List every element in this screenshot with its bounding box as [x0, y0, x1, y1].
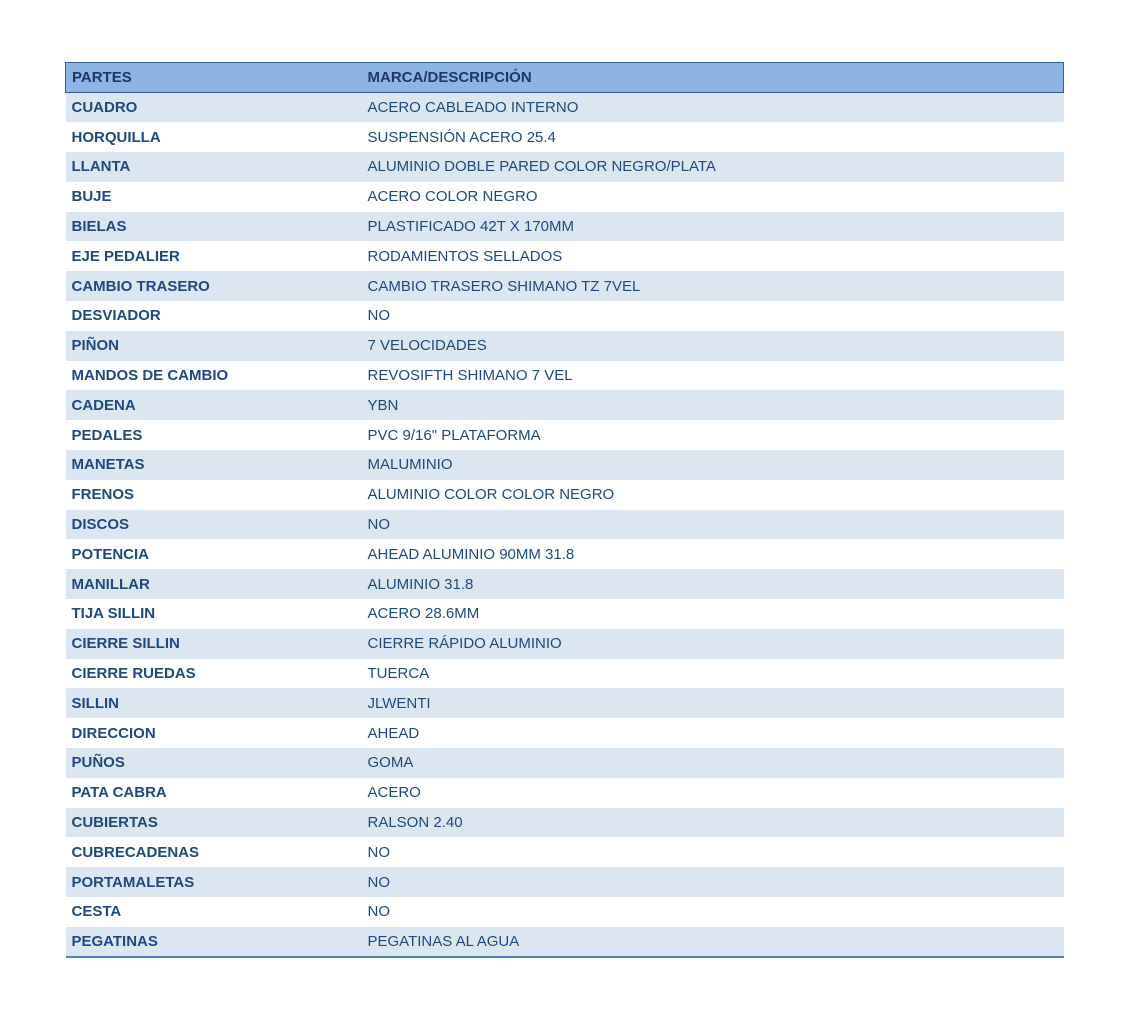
parte-cell: SILLIN	[65, 688, 362, 719]
parte-cell: CUADRO	[65, 92, 362, 123]
descripcion-cell: GOMA	[361, 748, 1064, 778]
descripcion-cell: ALUMINIO COLOR COLOR NEGRO	[361, 479, 1064, 510]
table-row: PATA CABRA ACERO	[65, 777, 1064, 808]
parte-cell: PIÑON	[65, 330, 362, 361]
table-row: CADENA YBN	[65, 390, 1064, 421]
table-row: DISCOS NO	[65, 509, 1064, 540]
descripcion-cell: ALUMINIO 31.8	[361, 569, 1064, 600]
column-header-partes: PARTES	[65, 62, 362, 93]
parte-cell: LLANTA	[65, 152, 362, 182]
descripcion-cell: 7 VELOCIDADES	[361, 330, 1064, 361]
descripcion-cell: TUERCA	[361, 658, 1064, 689]
table-row: BUJE ACERO COLOR NEGRO	[65, 181, 1064, 212]
descripcion-cell: PVC 9/16" PLATAFORMA	[361, 420, 1064, 451]
table-row: SILLIN JLWENTI	[65, 688, 1064, 719]
parte-cell: FRENOS	[65, 479, 362, 510]
parte-cell: MANDOS DE CAMBIO	[65, 360, 362, 391]
parte-cell: MANILLAR	[65, 569, 362, 600]
parts-spec-table-container: PARTES MARCA/DESCRIPCIÓN CUADRO ACERO CAB…	[65, 62, 1064, 958]
parte-cell: PEDALES	[65, 420, 362, 451]
descripcion-cell: RALSON 2.40	[361, 807, 1064, 838]
descripcion-cell: ALUMINIO DOBLE PARED COLOR NEGRO/PLATA	[361, 152, 1064, 182]
parte-cell: DESVIADOR	[65, 301, 362, 331]
descripcion-cell: RODAMIENTOS SELLADOS	[361, 241, 1064, 272]
table-row: EJE PEDALIER RODAMIENTOS SELLADOS	[65, 241, 1064, 272]
table-row: CIERRE SILLIN CIERRE RÁPIDO ALUMINIO	[65, 628, 1064, 659]
table-row: PIÑON 7 VELOCIDADES	[65, 330, 1064, 361]
descripcion-cell: NO	[361, 867, 1064, 898]
descripcion-cell: MALUMINIO	[361, 450, 1064, 480]
descripcion-cell: ACERO CABLEADO INTERNO	[361, 92, 1064, 123]
descripcion-cell: AHEAD	[361, 718, 1064, 749]
table-row: CIERRE RUEDAS TUERCA	[65, 658, 1064, 689]
descripcion-cell: YBN	[361, 390, 1064, 421]
column-header-marca-descripcion: MARCA/DESCRIPCIÓN	[361, 62, 1064, 93]
descripcion-cell: PEGATINAS AL AGUA	[361, 926, 1064, 958]
parte-cell: CAMBIO TRASERO	[65, 271, 362, 302]
table-row: MANILLAR ALUMINIO 31.8	[65, 569, 1064, 600]
descripcion-cell: NO	[361, 509, 1064, 540]
parte-cell: CIERRE SILLIN	[65, 628, 362, 659]
parte-cell: CUBRECADENAS	[65, 837, 362, 868]
table-row: PORTAMALETAS NO	[65, 867, 1064, 898]
parte-cell: EJE PEDALIER	[65, 241, 362, 272]
parte-cell: HORQUILLA	[65, 122, 362, 153]
parte-cell: CUBIERTAS	[65, 807, 362, 838]
table-row: CUADRO ACERO CABLEADO INTERNO	[65, 92, 1064, 123]
table-row: TIJA SILLIN ACERO 28.6MM	[65, 599, 1064, 629]
table-row: CAMBIO TRASERO CAMBIO TRASERO SHIMANO TZ …	[65, 271, 1064, 302]
descripcion-cell: CIERRE RÁPIDO ALUMINIO	[361, 628, 1064, 659]
table-body: CUADRO ACERO CABLEADO INTERNO HORQUILLA SUS…	[65, 92, 1064, 958]
table-row: DIRECCION AHEAD	[65, 718, 1064, 749]
descripcion-cell: AHEAD ALUMINIO 90MM 31.8	[361, 539, 1064, 570]
parte-cell: CADENA	[65, 390, 362, 421]
table-row: BIELAS PLASTIFICADO 42T X 170MM	[65, 211, 1064, 242]
descripcion-cell: CAMBIO TRASERO SHIMANO TZ 7VEL	[361, 271, 1064, 302]
header-row: PARTES MARCA/DESCRIPCIÓN	[65, 62, 1064, 93]
table-row: POTENCIA AHEAD ALUMINIO 90MM 31.8	[65, 539, 1064, 570]
table-row: DESVIADOR NO	[65, 301, 1064, 331]
parte-cell: BUJE	[65, 181, 362, 212]
descripcion-cell: JLWENTI	[361, 688, 1064, 719]
parte-cell: BIELAS	[65, 211, 362, 242]
table-row: PUÑOS GOMA	[65, 748, 1064, 778]
descripcion-cell: REVOSIFTH SHIMANO 7 VEL	[361, 360, 1064, 391]
table-row: LLANTA ALUMINIO DOBLE PARED COLOR NEGRO/P…	[65, 152, 1064, 182]
parte-cell: PUÑOS	[65, 748, 362, 778]
table-row: FRENOS ALUMINIO COLOR COLOR NEGRO	[65, 479, 1064, 510]
table-row: CESTA NO	[65, 897, 1064, 927]
table-row: PEGATINAS PEGATINAS AL AGUA	[65, 926, 1064, 958]
descripcion-cell: ACERO 28.6MM	[361, 599, 1064, 629]
parte-cell: TIJA SILLIN	[65, 599, 362, 629]
parte-cell: PATA CABRA	[65, 777, 362, 808]
parte-cell: POTENCIA	[65, 539, 362, 570]
table-row: CUBIERTAS RALSON 2.40	[65, 807, 1064, 838]
table-header: PARTES MARCA/DESCRIPCIÓN	[65, 62, 1064, 93]
table-row: MANETAS MALUMINIO	[65, 450, 1064, 480]
parte-cell: CIERRE RUEDAS	[65, 658, 362, 689]
parte-cell: MANETAS	[65, 450, 362, 480]
descripcion-cell: NO	[361, 897, 1064, 927]
table-row: HORQUILLA SUSPENSIÓN ACERO 25.4	[65, 122, 1064, 153]
table-row: MANDOS DE CAMBIO REVOSIFTH SHIMANO 7 VEL	[65, 360, 1064, 391]
parte-cell: PEGATINAS	[65, 926, 362, 958]
descripcion-cell: ACERO	[361, 777, 1064, 808]
parte-cell: CESTA	[65, 897, 362, 927]
parts-spec-table: PARTES MARCA/DESCRIPCIÓN CUADRO ACERO CAB…	[65, 62, 1064, 958]
descripcion-cell: SUSPENSIÓN ACERO 25.4	[361, 122, 1064, 153]
descripcion-cell: NO	[361, 837, 1064, 868]
parte-cell: DISCOS	[65, 509, 362, 540]
parte-cell: PORTAMALETAS	[65, 867, 362, 898]
parte-cell: DIRECCION	[65, 718, 362, 749]
descripcion-cell: PLASTIFICADO 42T X 170MM	[361, 211, 1064, 242]
descripcion-cell: NO	[361, 301, 1064, 331]
table-row: CUBRECADENAS NO	[65, 837, 1064, 868]
descripcion-cell: ACERO COLOR NEGRO	[361, 181, 1064, 212]
table-row: PEDALES PVC 9/16" PLATAFORMA	[65, 420, 1064, 451]
